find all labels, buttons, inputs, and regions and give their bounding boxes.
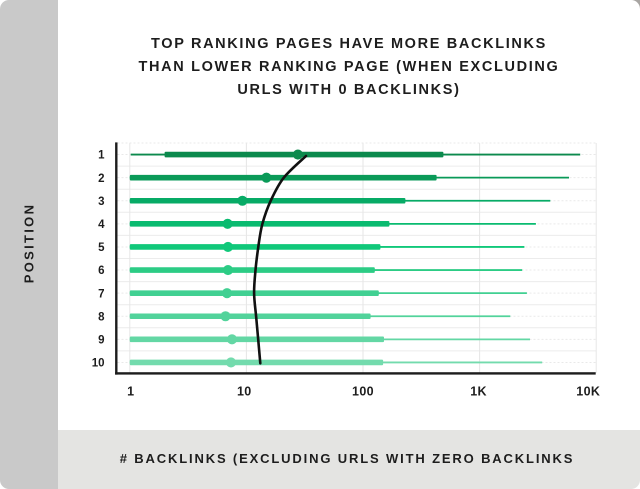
- svg-text:8: 8: [98, 311, 105, 323]
- svg-text:10: 10: [237, 384, 252, 398]
- svg-text:100: 100: [352, 384, 374, 398]
- svg-text:3: 3: [98, 196, 104, 208]
- svg-text:4: 4: [98, 219, 105, 231]
- svg-text:10: 10: [92, 358, 105, 370]
- svg-text:6: 6: [98, 265, 104, 277]
- svg-text:9: 9: [98, 334, 104, 346]
- svg-text:5: 5: [98, 242, 105, 254]
- svg-text:1: 1: [98, 150, 105, 162]
- svg-text:1: 1: [127, 384, 134, 398]
- svg-text:1K: 1K: [470, 384, 487, 398]
- svg-text:7: 7: [98, 288, 104, 300]
- svg-text:10K: 10K: [576, 384, 600, 398]
- svg-text:2: 2: [98, 173, 104, 185]
